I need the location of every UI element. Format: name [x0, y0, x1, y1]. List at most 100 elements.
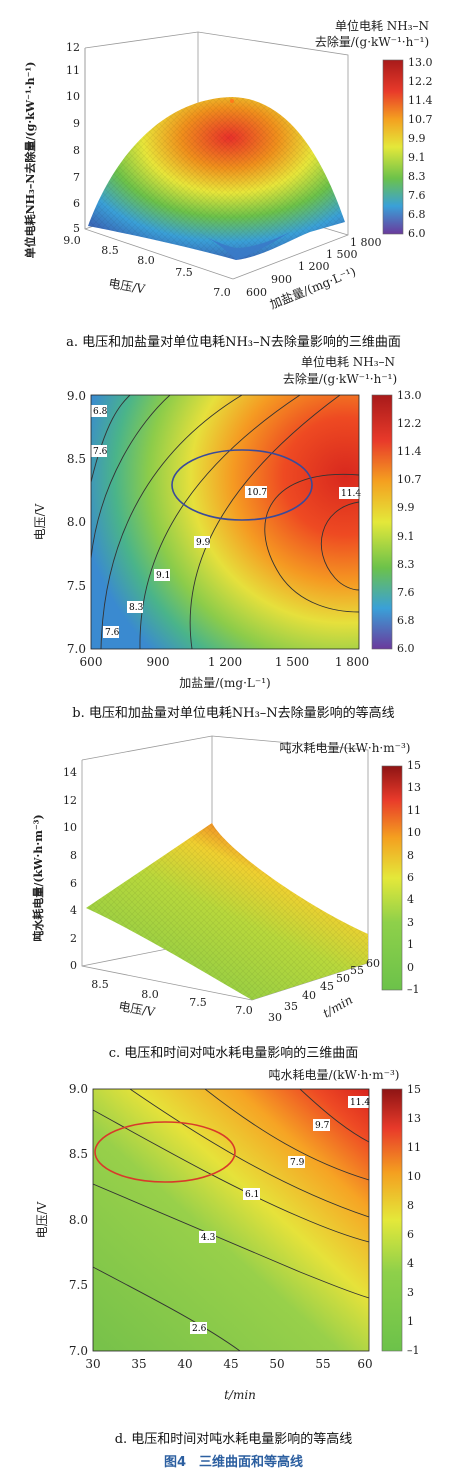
colorbar-tick: 4: [407, 1257, 414, 1270]
colorbar-tick: –1: [407, 1344, 420, 1357]
panel-b: 6.8 7.6 7.6 8.3 9.1 9.9 10.7 11.4 7.0 7.…: [0, 350, 467, 728]
contour-labels-d: 11.4 9.7 7.9 6.1 4.3 2.6: [190, 1096, 370, 1334]
y-tick: 9.0: [67, 389, 86, 403]
optimum-ellipse-b: [171, 449, 313, 521]
y-axis-label-d: 电压/V: [35, 1201, 49, 1238]
colorbar-tick: 11: [407, 804, 421, 817]
x-tick: 1 200: [208, 655, 242, 669]
colorbar-tick: 7.6: [408, 189, 426, 202]
colorbar-tick: 10.7: [397, 473, 422, 486]
colorbar-tick: 10: [407, 1170, 421, 1183]
colorbar-tick: 15: [407, 1083, 421, 1096]
z-tick: 9: [73, 117, 80, 130]
colorbar-tick: 1: [407, 938, 414, 951]
z-tick: 11: [66, 64, 80, 77]
contour-field-d: [93, 1089, 369, 1351]
z-tick: 12: [63, 794, 77, 807]
colorbar-tick: 13.0: [397, 389, 422, 402]
z-tick: 6: [73, 197, 80, 210]
x-tick: 40: [177, 1357, 192, 1371]
caption-a: a. 电压和加盐量对单位电耗NH₃–N去除量影响的三维曲面: [66, 335, 401, 350]
contour-label: 11.4: [341, 489, 361, 499]
colorbar-tick: 11.4: [397, 445, 422, 458]
y-tick: 1 800: [350, 236, 382, 249]
panel-a: 5 6 7 8 9 10 11 12 单位电耗NH₃–N去除量/(g·kW⁻¹·…: [0, 0, 467, 350]
colorbar-tick: 9.1: [397, 530, 415, 543]
colorbar-tick: 6.8: [408, 208, 426, 221]
y-axis-d: 7.0 7.5 8.0 8.5 9.0: [69, 1082, 88, 1358]
z-axis-c: 0 2 4 6 8 10 12 14: [63, 766, 77, 972]
optimum-ellipse-d: [94, 1121, 236, 1183]
x-tick: 600: [80, 655, 103, 669]
y-axis-label-c: t/min: [321, 993, 356, 1021]
contour-label: 9.9: [196, 538, 211, 548]
contour-plot-b: 6.8 7.6 7.6 8.3 9.1 9.9 10.7 11.4 7.0 7.…: [33, 354, 422, 690]
contour-label: 6.8: [93, 407, 108, 417]
z-tick: 14: [63, 766, 77, 779]
colorbar-tick: 13: [407, 781, 421, 794]
colorbar-tick: 12.2: [408, 75, 433, 88]
caption-b: b. 电压和加盐量对单位电耗NH₃–N去除量影响的等高线: [72, 706, 395, 721]
colorbar-a: [382, 59, 404, 235]
y-tick: 7.0: [67, 642, 86, 656]
z-tick: 6: [70, 877, 77, 890]
colorbar-title-d: 吨水耗电量/(kW·h·m⁻³): [269, 1068, 400, 1082]
colorbar-title-a: 单位电耗 NH₃–N: [335, 18, 429, 33]
contour-plot-d: 11.4 9.7 7.9 6.1 4.3 2.6 7.0 7.5 8.0 8.5…: [35, 1068, 421, 1402]
x-axis-b: 600 900 1 200 1 500 1 800: [80, 655, 370, 669]
colorbar-tick: 1: [407, 1315, 414, 1328]
x-tick: 7.5: [189, 996, 207, 1009]
contour-label: 2.6: [192, 1324, 207, 1334]
colorbar-title-b: 去除量/(g·kW⁻¹·h⁻¹): [283, 371, 397, 386]
colorbar-tick: 6.8: [397, 614, 415, 627]
contour-labels-b: 6.8 7.6 7.6 8.3 9.1 9.9 10.7 11.4: [91, 405, 361, 638]
y-tick: 1 200: [298, 260, 330, 273]
colorbar-ticks-a: 6.0 6.8 7.6 8.3 9.1 9.9 10.7 11.4 12.2 1…: [408, 56, 433, 240]
colorbar-title-c: 吨水耗电量/(kW·h·m⁻³): [280, 741, 411, 755]
x-axis-label-c: 电压/V: [117, 999, 156, 1019]
contour-lines-d: [93, 1089, 369, 1351]
y-tick: 8.5: [69, 1147, 88, 1161]
colorbar-tick: 6: [407, 871, 414, 884]
y-tick: 7.5: [69, 1278, 88, 1292]
x-tick: 45: [223, 1357, 238, 1371]
z-tick: 5: [73, 222, 80, 235]
contour-label: 6.1: [245, 1190, 259, 1200]
y-tick: 60: [366, 957, 380, 970]
colorbar-tick: 15: [407, 759, 421, 772]
contour-label: 7.9: [290, 1158, 305, 1168]
surface-plot-c: 0 2 4 6 8 10 12 14 吨水耗电量/(kW·h·m⁻³) 8.5 …: [31, 735, 421, 1024]
contour-label: 4.3: [201, 1233, 216, 1243]
colorbar-tick: 13: [407, 1112, 421, 1125]
z-tick: 4: [70, 904, 77, 917]
colorbar-tick: 11.4: [408, 94, 433, 107]
contour-label: 11.4: [350, 1098, 370, 1108]
y-tick: 35: [284, 1000, 298, 1013]
colorbar-ticks-b: 6.0 6.8 7.6 8.3 9.1 9.9 10.7 11.4 12.2 1…: [397, 389, 422, 655]
x-tick: 1 500: [275, 655, 309, 669]
x-tick: 8.5: [91, 978, 109, 991]
z-axis-label-c: 吨水耗电量/(kW·h·m⁻³): [31, 814, 45, 941]
x-axis-d: 30 35 40 45 50 55 60: [85, 1357, 372, 1371]
y-tick: 50: [336, 972, 350, 985]
colorbar-tick: 3: [407, 1286, 414, 1299]
z-tick: 8: [73, 144, 80, 157]
x-tick: 30: [85, 1357, 100, 1371]
colorbar-tick: 8.3: [408, 170, 426, 183]
z-axis-label-a: 单位电耗NH₃–N去除量/(g·kW⁻¹·h⁻¹): [23, 62, 37, 259]
colorbar-b: [371, 394, 393, 650]
y-tick: 7.5: [67, 579, 86, 593]
contour-label: 10.7: [247, 488, 267, 498]
caption-c: c. 电压和时间对吨水耗电量影响的三维曲面: [108, 1046, 359, 1061]
y-tick: 9.0: [69, 1082, 88, 1096]
colorbar-tick: 8: [407, 1199, 414, 1212]
x-tick: 55: [315, 1357, 330, 1371]
panel-c: 0 2 4 6 8 10 12 14 吨水耗电量/(kW·h·m⁻³) 8.5 …: [0, 728, 467, 1070]
x-tick: 35: [131, 1357, 146, 1371]
y-tick: 8.0: [69, 1213, 88, 1227]
contour-label: 9.7: [315, 1121, 330, 1131]
z-tick: 10: [63, 821, 77, 834]
colorbar-tick: 10.7: [408, 113, 433, 126]
contour-label: 7.6: [93, 447, 108, 457]
optimum-point-a: [230, 99, 234, 103]
